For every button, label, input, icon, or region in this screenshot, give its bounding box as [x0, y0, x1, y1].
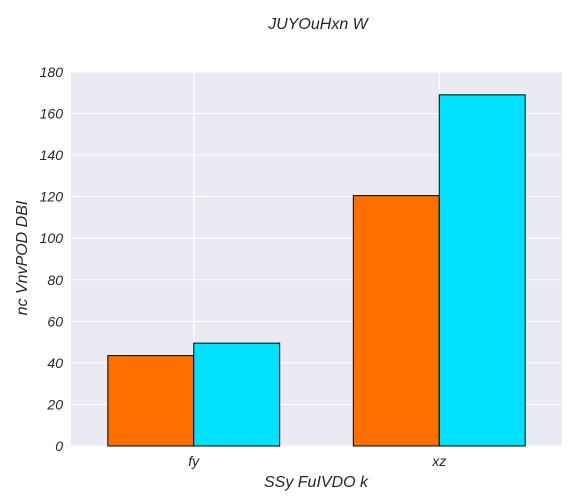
y-tick-labels: 0 20 40 60 80 100 120 140 160 180: [40, 64, 64, 454]
chart-title: JUYOuHxn W: [267, 16, 369, 33]
bar-xz-series-2: [438, 94, 526, 447]
bars: [107, 94, 526, 447]
y-tick-label: 40: [47, 355, 63, 371]
y-tick-label: 160: [40, 106, 64, 122]
bar-xz-series-1: [352, 195, 440, 447]
y-tick-label: 60: [47, 313, 63, 329]
y-axis-label: nc VnvPOD DBI: [14, 200, 31, 315]
y-tick-label: 80: [47, 272, 63, 288]
y-tick-label: 100: [40, 230, 64, 246]
y-tick-label: 0: [55, 438, 63, 454]
bar-fy-series-1: [107, 355, 195, 447]
y-tick-label: 180: [40, 64, 64, 80]
x-tick-label: fy: [188, 453, 200, 469]
x-tick-labels: fy xz: [188, 453, 446, 469]
y-tick-label: 140: [40, 147, 64, 163]
x-tick-label: xz: [431, 453, 446, 469]
x-axis-label: SSy FuIVDO k: [264, 474, 369, 491]
y-tick-label: 120: [40, 189, 64, 205]
bar-fy-series-2: [193, 342, 281, 447]
y-tick-label: 20: [46, 396, 63, 412]
